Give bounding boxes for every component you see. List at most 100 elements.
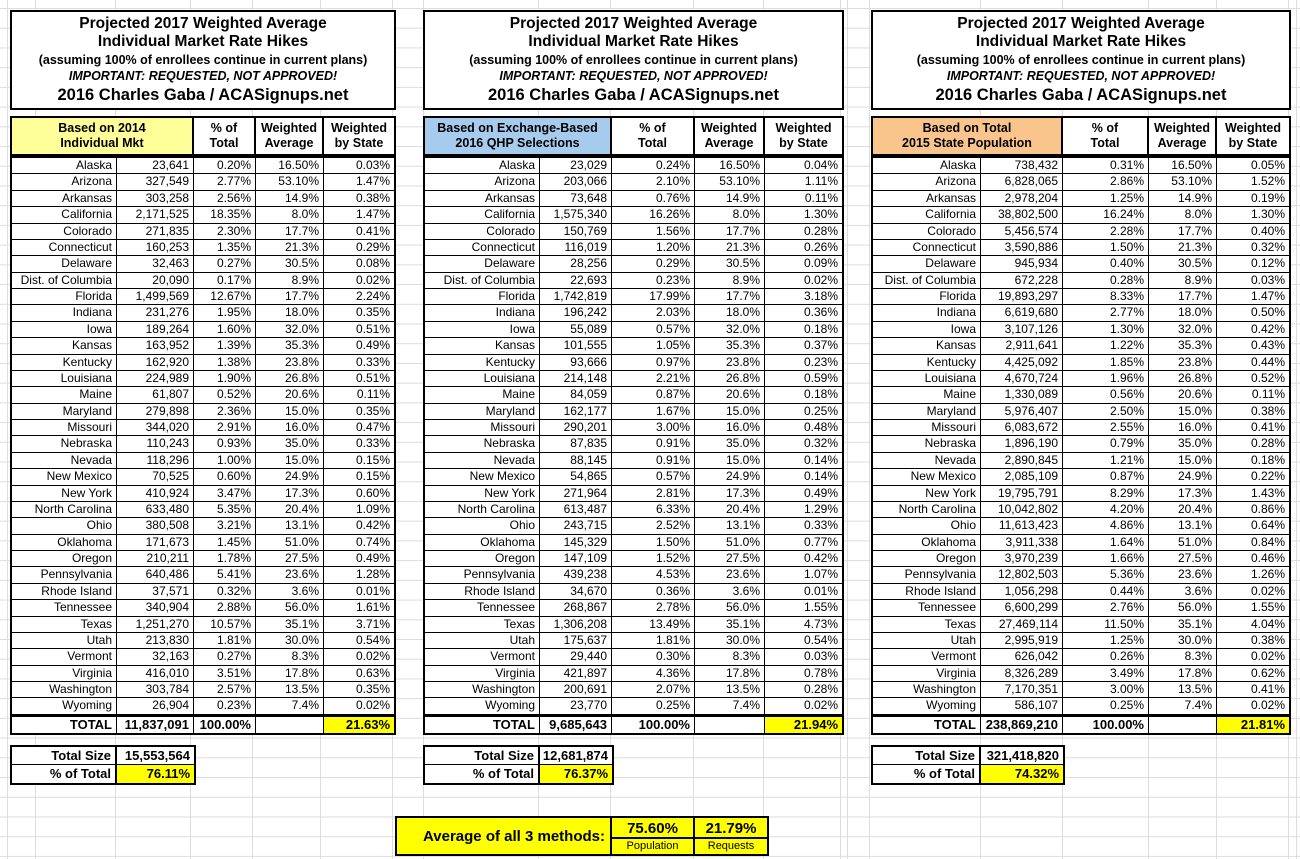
cell-enrollment-value[interactable]: 2,085,109 (981, 469, 1063, 486)
cell-pct-of-total[interactable]: 3.21% (194, 518, 256, 535)
cell-enrollment-value[interactable]: 3,590,886 (981, 239, 1063, 257)
cell-pct-of-total[interactable]: 0.60% (194, 469, 256, 486)
cell-state-name[interactable]: Virginia (12, 665, 117, 682)
cell-state-name[interactable]: Kentucky (873, 354, 981, 371)
cell-enrollment-value[interactable]: 6,828,065 (981, 174, 1063, 191)
cell-pct-of-total[interactable]: 2.77% (194, 174, 256, 191)
cell-weighted-average[interactable]: 8.3% (695, 649, 765, 666)
cell-pct-of-total[interactable]: 2.81% (612, 485, 695, 502)
cell-enrollment-value[interactable]: 3,911,338 (981, 534, 1063, 551)
cell-enrollment-value[interactable]: 3,107,126 (981, 321, 1063, 339)
cell-weighted-by-state[interactable]: 1.11% (765, 174, 842, 191)
cell-state-name[interactable]: Rhode Island (873, 583, 981, 601)
cell-weighted-average[interactable]: 13.5% (695, 682, 765, 699)
cell-weighted-average[interactable]: 16.0% (1149, 420, 1217, 437)
cell-weighted-average[interactable]: 17.8% (256, 665, 324, 682)
cell-weighted-by-state[interactable]: 0.02% (324, 649, 394, 666)
cell-enrollment-value[interactable]: 28,256 (540, 256, 612, 273)
cell-pct-of-total[interactable]: 2.03% (612, 305, 695, 322)
cell-weighted-average[interactable]: 23.6% (256, 567, 324, 584)
cell-weighted-by-state[interactable]: 1.26% (1217, 567, 1289, 584)
total-weighted-average-empty[interactable] (1149, 716, 1217, 733)
cell-pct-of-total[interactable]: 1.30% (1063, 321, 1149, 339)
cell-state-name[interactable]: North Carolina (12, 501, 117, 519)
cell-enrollment-value[interactable]: 5,976,407 (981, 403, 1063, 420)
cell-enrollment-value[interactable]: 203,066 (540, 174, 612, 191)
cell-enrollment-value[interactable]: 6,619,680 (981, 305, 1063, 322)
cell-weighted-by-state[interactable]: 0.51% (324, 321, 394, 339)
cell-pct-of-total[interactable]: 5.35% (194, 501, 256, 519)
cell-state-name[interactable]: Alaska (425, 158, 540, 175)
cell-state-name[interactable]: Nevada (425, 452, 540, 470)
cell-enrollment-value[interactable]: 61,807 (117, 387, 194, 404)
cell-weighted-by-state[interactable]: 0.32% (765, 436, 842, 453)
cell-enrollment-value[interactable]: 196,242 (540, 305, 612, 322)
cell-weighted-average[interactable]: 35.1% (695, 616, 765, 633)
cell-state-name[interactable]: Maryland (873, 403, 981, 420)
cell-state-name[interactable]: Indiana (425, 305, 540, 322)
cell-enrollment-value[interactable]: 10,042,802 (981, 501, 1063, 519)
cell-pct-of-total[interactable]: 0.52% (194, 387, 256, 404)
cell-weighted-average[interactable]: 35.3% (256, 338, 324, 355)
cell-state-name[interactable]: California (425, 207, 540, 224)
cell-pct-of-total[interactable]: 0.28% (1063, 272, 1149, 289)
cell-weighted-average[interactable]: 17.7% (695, 223, 765, 240)
cell-weighted-average[interactable]: 15.0% (695, 452, 765, 470)
cell-state-name[interactable]: Dist. of Columbia (425, 272, 540, 289)
cell-weighted-average[interactable]: 35.0% (695, 436, 765, 453)
cell-state-name[interactable]: Vermont (12, 649, 117, 666)
cell-enrollment-value[interactable]: 271,835 (117, 223, 194, 240)
cell-pct-of-total[interactable]: 1.25% (1063, 190, 1149, 208)
cell-state-name[interactable]: New York (425, 485, 540, 502)
cell-state-name[interactable]: Utah (873, 632, 981, 650)
cell-state-name[interactable]: Iowa (12, 321, 117, 339)
cell-weighted-by-state[interactable]: 0.41% (324, 223, 394, 240)
cell-enrollment-value[interactable]: 738,432 (981, 158, 1063, 175)
cell-pct-of-total[interactable]: 0.25% (1063, 698, 1149, 715)
cell-state-name[interactable]: Texas (425, 616, 540, 633)
cell-pct-of-total[interactable]: 1.35% (194, 239, 256, 257)
cell-enrollment-value[interactable]: 1,575,340 (540, 207, 612, 224)
cell-enrollment-value[interactable]: 6,083,672 (981, 420, 1063, 437)
cell-pct-of-total[interactable]: 2.30% (194, 223, 256, 240)
cell-enrollment-value[interactable]: 410,924 (117, 485, 194, 502)
cell-enrollment-value[interactable]: 101,555 (540, 338, 612, 355)
cell-pct-of-total[interactable]: 0.91% (612, 436, 695, 453)
total-value[interactable]: 238,869,210 (981, 716, 1063, 733)
cell-weighted-average[interactable]: 15.0% (1149, 403, 1217, 420)
cell-weighted-average[interactable]: 17.3% (256, 485, 324, 502)
cell-weighted-average[interactable]: 51.0% (695, 534, 765, 551)
cell-enrollment-value[interactable]: 1,330,089 (981, 387, 1063, 404)
cell-weighted-by-state[interactable]: 0.49% (765, 485, 842, 502)
cell-weighted-average[interactable]: 17.7% (256, 223, 324, 240)
cell-pct-of-total[interactable]: 1.64% (1063, 534, 1149, 551)
cell-weighted-average[interactable]: 30.5% (695, 256, 765, 273)
cell-state-name[interactable]: Wyoming (12, 698, 117, 715)
cell-state-name[interactable]: Kentucky (425, 354, 540, 371)
cell-pct-of-total[interactable]: 0.32% (194, 583, 256, 601)
cell-state-name[interactable]: Virginia (425, 665, 540, 682)
cell-weighted-average[interactable]: 26.8% (1149, 370, 1217, 388)
cell-state-name[interactable]: New York (873, 485, 981, 502)
cell-weighted-by-state[interactable]: 0.12% (1217, 256, 1289, 273)
cell-weighted-average[interactable]: 17.7% (256, 289, 324, 306)
cell-state-name[interactable]: New Mexico (12, 469, 117, 486)
cell-state-name[interactable]: Louisiana (12, 370, 117, 388)
cell-pct-of-total[interactable]: 1.45% (194, 534, 256, 551)
cell-pct-of-total[interactable]: 1.00% (194, 452, 256, 470)
total-size-value[interactable]: 12,681,874 (540, 747, 612, 765)
cell-weighted-average[interactable]: 8.3% (256, 649, 324, 666)
cell-weighted-average[interactable]: 30.0% (256, 632, 324, 650)
cell-weighted-by-state[interactable]: 0.26% (765, 239, 842, 257)
cell-weighted-average[interactable]: 32.0% (695, 321, 765, 339)
cell-state-name[interactable]: Colorado (873, 223, 981, 240)
cell-pct-of-total[interactable]: 5.36% (1063, 567, 1149, 584)
cell-weighted-by-state[interactable]: 0.33% (765, 518, 842, 535)
cell-weighted-by-state[interactable]: 0.54% (765, 632, 842, 650)
cell-pct-of-total[interactable]: 1.96% (1063, 370, 1149, 388)
cell-weighted-average[interactable]: 7.4% (256, 698, 324, 715)
cell-weighted-average[interactable]: 16.0% (256, 420, 324, 437)
cell-weighted-by-state[interactable]: 0.02% (324, 698, 394, 715)
cell-enrollment-value[interactable]: 214,148 (540, 370, 612, 388)
cell-pct-of-total[interactable]: 0.91% (612, 452, 695, 470)
